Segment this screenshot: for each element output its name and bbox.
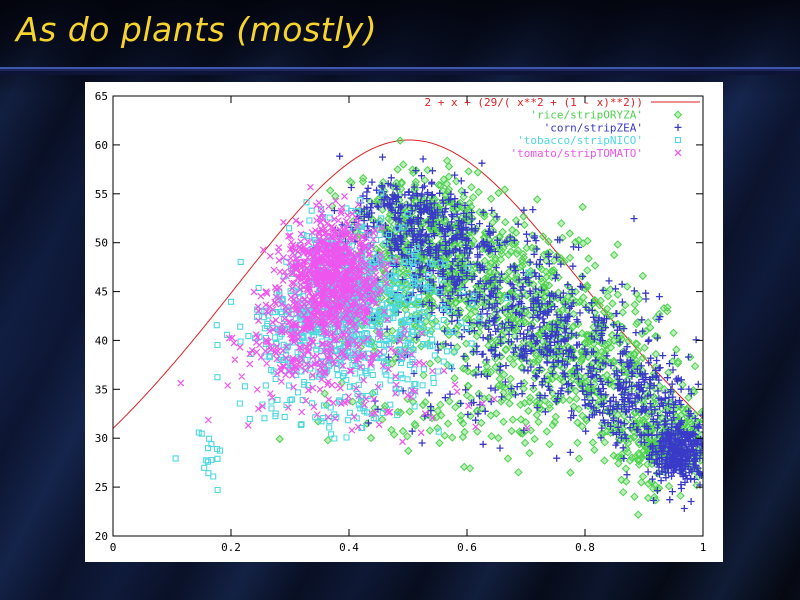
legend-marker-square-icon bbox=[674, 137, 682, 144]
legend: 2 + x + (29/( x**2 + (1 - x)**2))'rice/s… bbox=[424, 96, 700, 160]
scatter-series-corn bbox=[309, 152, 703, 512]
scatter-chart: 0 0.2 0.4 0.6 0.8 1 20 25 30 35 40 45 50 55 60 65 2 + x … bbox=[95, 90, 707, 554]
legend-marker-plus-icon bbox=[674, 123, 682, 131]
plot-area bbox=[113, 136, 703, 519]
chart-panel: 0 0.2 0.4 0.6 0.8 1 20 25 30 35 40 45 50 55 60 65 2 + x … bbox=[85, 82, 723, 562]
legend-label: 2 + x + (29/( x**2 + (1 - x)**2)) bbox=[424, 96, 643, 109]
y-tick-label: 65 bbox=[95, 90, 108, 103]
legend-marker-diamond-icon bbox=[673, 110, 683, 119]
plot-border bbox=[112, 95, 704, 537]
title-separator bbox=[0, 67, 800, 75]
slide-title: As do plants (mostly) bbox=[16, 10, 378, 49]
y-tick-label: 30 bbox=[95, 432, 108, 445]
x-tick-label: 0 bbox=[110, 541, 117, 554]
y-tick-label: 20 bbox=[95, 530, 108, 543]
scatter-series-tomato bbox=[177, 183, 531, 446]
legend-label: 'rice/stripORYZA' bbox=[530, 109, 643, 122]
y-tick-label: 55 bbox=[95, 188, 108, 201]
legend-label: 'tomato/stripTOMATO' bbox=[511, 147, 643, 160]
y-tick-label: 50 bbox=[95, 237, 108, 250]
y-tick-label: 25 bbox=[95, 481, 108, 494]
y-tick-label: 45 bbox=[95, 286, 108, 299]
legend-label: 'tobacco/stripNICO' bbox=[517, 134, 643, 147]
x-tick-label: 0.6 bbox=[457, 541, 477, 554]
y-tick-label: 60 bbox=[95, 139, 108, 152]
legend-label: 'corn/stripZEA' bbox=[544, 121, 643, 134]
y-tick-label: 35 bbox=[95, 383, 108, 396]
x-tick-label: 0.4 bbox=[339, 541, 359, 554]
y-tick-label: 40 bbox=[95, 334, 108, 347]
x-tick-label: 0.8 bbox=[575, 541, 595, 554]
x-tick-label: 0.2 bbox=[221, 541, 241, 554]
axis-tick-labels: 0 0.2 0.4 0.6 0.8 1 20 25 30 35 40 45 50 55 60 65 bbox=[95, 90, 707, 554]
legend-marker-cross-icon bbox=[674, 149, 682, 157]
curve-path bbox=[113, 139, 703, 429]
axis-ticks bbox=[112, 95, 704, 537]
x-tick-label: 1 bbox=[700, 541, 707, 554]
